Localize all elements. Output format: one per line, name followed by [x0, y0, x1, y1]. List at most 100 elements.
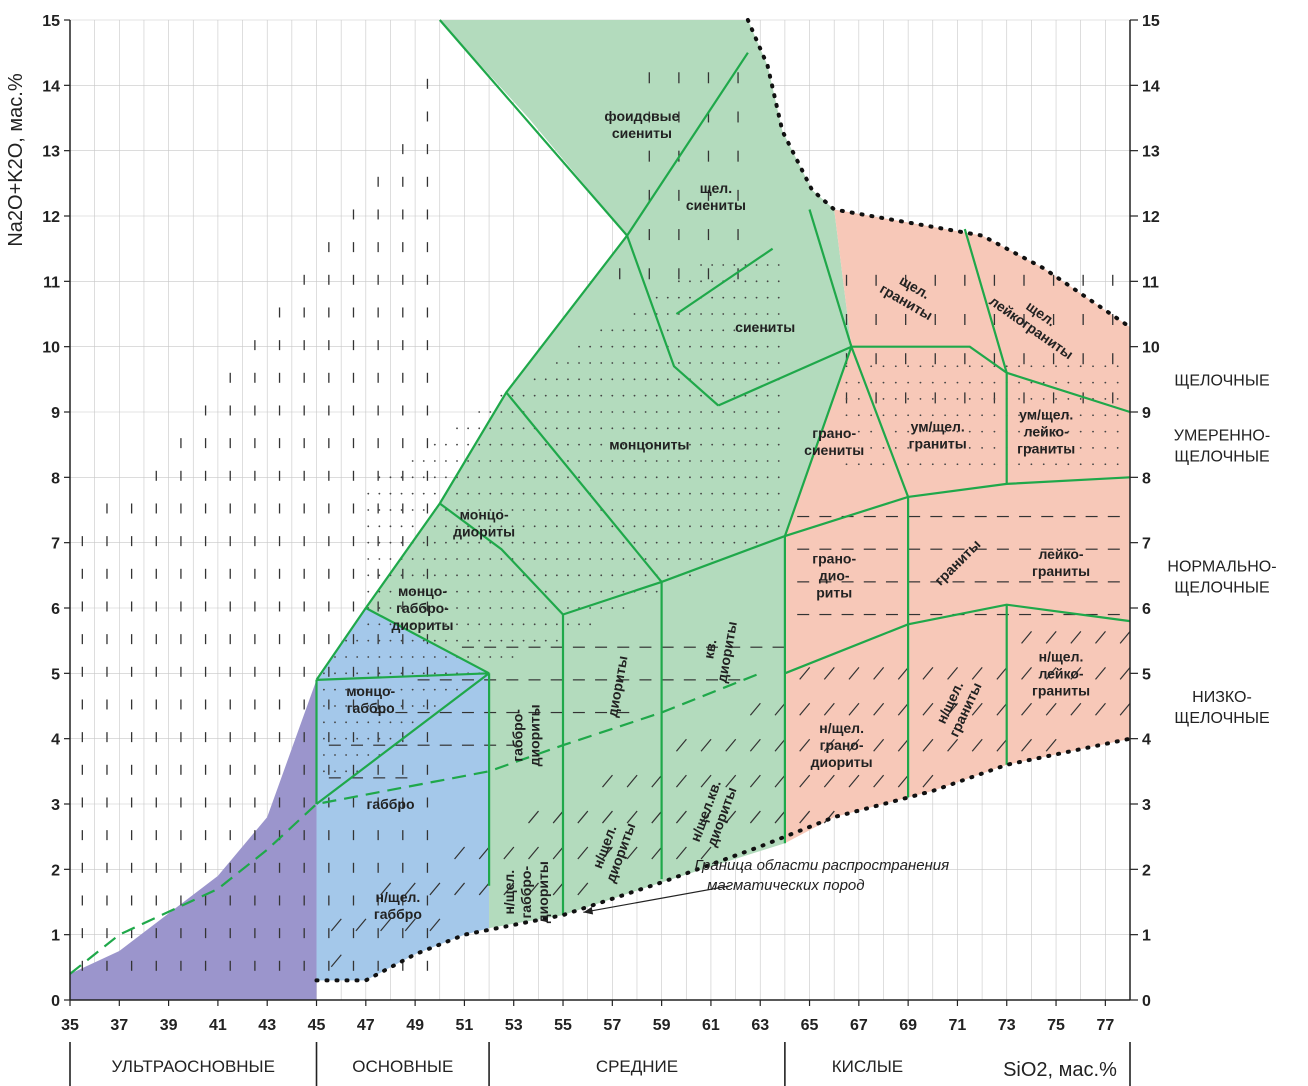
dot-pattern — [478, 639, 481, 642]
hatch-slash — [1095, 702, 1106, 716]
dot-pattern — [711, 313, 714, 315]
dot-pattern — [489, 607, 492, 609]
dot-pattern — [578, 574, 580, 577]
dot-pattern — [755, 492, 758, 495]
y-tick-label-right: 0 — [1142, 993, 1151, 1010]
dot-pattern — [1042, 414, 1045, 417]
field-label: монцо- — [398, 583, 447, 599]
dot-pattern — [744, 411, 747, 413]
dot-pattern — [611, 574, 614, 577]
hatch-slash — [478, 846, 490, 860]
dot-pattern — [907, 414, 910, 417]
dot-pattern — [622, 590, 625, 593]
dot-pattern — [478, 525, 481, 528]
dot-pattern — [919, 414, 922, 417]
dot-pattern — [1104, 398, 1107, 400]
dot-pattern — [511, 623, 514, 626]
dot-pattern — [500, 656, 503, 658]
dot-pattern — [511, 411, 514, 413]
dot-pattern — [733, 492, 736, 495]
dot-pattern — [1079, 414, 1082, 417]
dot-pattern — [522, 541, 525, 544]
dot-pattern — [1030, 381, 1033, 384]
dot-pattern — [522, 607, 525, 609]
dot-pattern — [644, 313, 647, 315]
dot-pattern — [711, 476, 714, 479]
dot-pattern — [422, 558, 425, 560]
dot-pattern — [744, 296, 747, 299]
series-label-line1: ЩЕЛОЧНЫЕ — [1174, 372, 1269, 389]
dot-pattern — [411, 590, 414, 593]
dot-pattern — [555, 639, 558, 642]
dot-pattern — [456, 509, 458, 511]
dot-pattern — [633, 492, 636, 495]
dot-pattern — [711, 345, 714, 348]
dot-pattern — [411, 672, 414, 675]
dot-pattern — [755, 394, 758, 397]
dot-pattern — [400, 705, 403, 707]
hatch-slash — [971, 666, 983, 680]
dot-pattern — [389, 656, 392, 658]
group-label: КИСЛЫЕ — [832, 1057, 903, 1076]
dot-pattern — [907, 463, 910, 466]
hatch-patterns — [81, 72, 1131, 971]
x-tick-label: 61 — [702, 1017, 720, 1034]
dot-pattern — [755, 280, 758, 283]
dot-pattern — [700, 280, 702, 283]
dot-pattern — [666, 378, 669, 381]
dot-pattern — [907, 365, 910, 368]
dot-pattern — [733, 280, 736, 283]
series-label-line1: НИЗКО- — [1192, 689, 1252, 706]
hatch-slash — [996, 666, 1008, 680]
y-tick-label-left: 13 — [42, 144, 60, 161]
dot-pattern — [500, 460, 503, 462]
hatch-slash — [675, 810, 687, 824]
dot-pattern — [533, 639, 536, 642]
hatch-slash — [1119, 702, 1131, 716]
dot-pattern — [456, 427, 458, 430]
field-label-group: монцо-диориты — [453, 507, 515, 540]
dot-pattern — [611, 509, 614, 511]
y-tick-label-left: 9 — [51, 405, 60, 422]
dot-pattern — [733, 264, 736, 266]
dot-pattern — [389, 525, 392, 528]
dot-pattern — [567, 476, 569, 479]
field-label: н/щел. — [376, 889, 421, 905]
dot-pattern — [845, 430, 848, 433]
dot-pattern — [500, 590, 503, 593]
dot-pattern — [766, 411, 769, 413]
dot-pattern — [622, 558, 625, 560]
dot-pattern — [655, 378, 658, 381]
dot-pattern — [433, 672, 436, 675]
dot-pattern — [689, 460, 691, 462]
dot-pattern — [1116, 447, 1119, 449]
dot-pattern — [500, 427, 503, 430]
dot-pattern — [511, 525, 514, 528]
dot-pattern — [378, 672, 381, 675]
dot-pattern — [700, 509, 702, 511]
x-tick-label: 65 — [801, 1017, 819, 1034]
dot-pattern — [456, 558, 458, 560]
dot-pattern — [467, 476, 470, 479]
dot-pattern — [522, 525, 525, 528]
dot-pattern — [882, 365, 885, 368]
dot-pattern — [633, 460, 636, 462]
basic-fill — [316, 608, 490, 981]
dot-pattern — [378, 639, 381, 642]
dot-pattern — [578, 427, 580, 430]
dot-pattern — [733, 525, 736, 528]
dot-pattern — [733, 296, 736, 299]
dot-pattern — [755, 264, 758, 266]
dot-pattern — [666, 394, 669, 397]
dot-pattern — [968, 365, 971, 368]
dot-pattern — [467, 590, 470, 593]
dot-pattern — [689, 525, 691, 528]
dot-pattern — [555, 509, 558, 511]
dot-pattern — [544, 427, 547, 430]
intermediate-fill — [365, 20, 852, 929]
dot-pattern — [367, 492, 370, 495]
dot-pattern — [589, 427, 592, 430]
dot-pattern — [968, 447, 971, 449]
y-tick-label-left: 12 — [42, 209, 60, 226]
dot-pattern — [567, 460, 569, 462]
